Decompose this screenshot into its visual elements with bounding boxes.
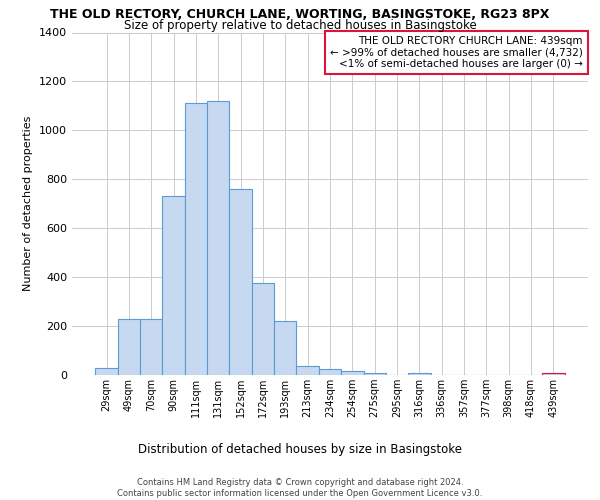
Bar [319,369,341,375]
Text: THE OLD RECTORY, CHURCH LANE, WORTING, BASINGSTOKE, RG23 8PX: THE OLD RECTORY, CHURCH LANE, WORTING, B… [50,8,550,20]
Bar [185,104,207,375]
Bar [341,370,364,375]
Text: Distribution of detached houses by size in Basingstoke: Distribution of detached houses by size … [138,442,462,456]
Bar [274,321,296,375]
Bar [95,368,118,375]
Bar [364,372,386,375]
Bar [229,189,252,375]
Bar [296,366,319,375]
Bar [163,196,185,375]
Bar [542,372,565,375]
Bar [140,318,163,375]
Bar [207,101,229,375]
Bar [252,284,274,375]
Text: Contains HM Land Registry data © Crown copyright and database right 2024.
Contai: Contains HM Land Registry data © Crown c… [118,478,482,498]
Y-axis label: Number of detached properties: Number of detached properties [23,116,34,292]
Text: THE OLD RECTORY CHURCH LANE: 439sqm
← >99% of detached houses are smaller (4,732: THE OLD RECTORY CHURCH LANE: 439sqm ← >9… [330,36,583,69]
Bar [118,318,140,375]
Bar [408,372,431,375]
Text: Size of property relative to detached houses in Basingstoke: Size of property relative to detached ho… [124,18,476,32]
